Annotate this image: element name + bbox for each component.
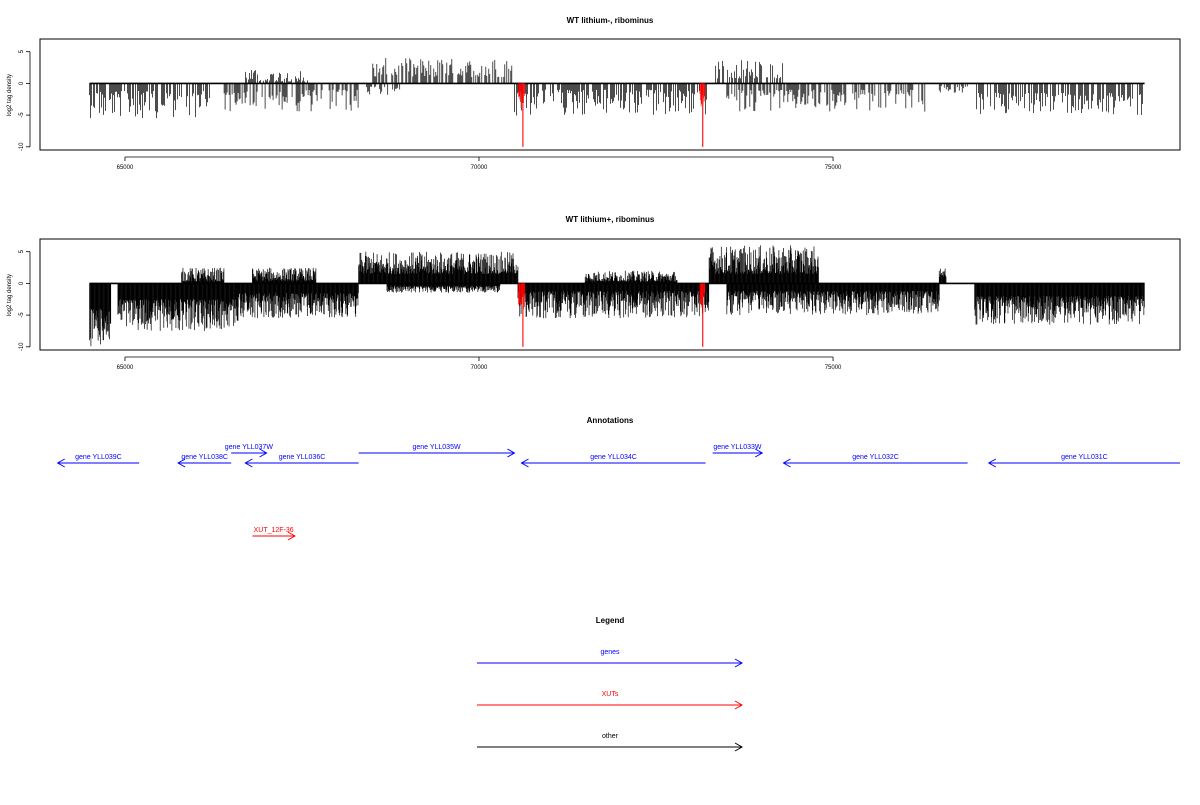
annotation-feature: gene YLL036C <box>244 454 359 468</box>
feature-arrow-head <box>56 458 65 468</box>
legend-arrow-head <box>734 700 744 710</box>
y-tick-label: 5 <box>19 249 25 253</box>
feature-label: gene YLL036C <box>279 454 326 461</box>
y-axis-label: log2 tag density <box>7 74 13 116</box>
y-axis: -10 -5 0 5 <box>19 49 31 151</box>
annotation-feature: gene YLL033W <box>712 444 764 458</box>
feature-arrow-head <box>287 531 296 541</box>
feature-label: gene YLL031C <box>1061 454 1108 461</box>
annotation-feature: gene YLL031C <box>987 454 1180 468</box>
legend-label: other <box>602 733 619 740</box>
feature-label: gene YLL037W <box>225 444 274 451</box>
y-tick-label: 0 <box>19 81 25 85</box>
x-axis: 65000 70000 75000 <box>117 356 842 371</box>
legend-item: other <box>477 733 744 752</box>
bar-group <box>89 245 1145 347</box>
bar-group <box>89 58 1145 147</box>
legend-title: Legend <box>596 616 625 625</box>
track-title: WT lithium+, ribominus <box>566 215 655 224</box>
y-tick-label: 0 <box>19 281 25 285</box>
plot-frame <box>39 38 1181 151</box>
x-axis: 65000 70000 75000 <box>117 156 842 171</box>
feature-arrow-head <box>754 448 764 458</box>
feature-arrow-head <box>782 458 791 468</box>
y-tick-label: -10 <box>19 142 25 151</box>
feature-arrow-head <box>177 458 186 468</box>
annotation-feature: gene YLL034C <box>520 454 706 468</box>
feature-arrow-head <box>259 448 268 458</box>
feature-label: gene YLL039C <box>75 454 122 461</box>
x-tick-label: 70000 <box>471 165 488 171</box>
feature-label: gene YLL038C <box>181 454 228 461</box>
legend-label: XUTs <box>602 691 619 698</box>
annotation-feature: gene YLL039C <box>56 454 140 468</box>
y-tick-label: -10 <box>19 342 25 351</box>
annotation-feature: XUT_12F-36 <box>252 527 296 541</box>
track-title: WT lithium-, ribominus <box>567 16 654 25</box>
annotation-feature: gene YLL032C <box>782 454 968 468</box>
feature-label: XUT_12F-36 <box>254 527 294 534</box>
feature-label: gene YLL034C <box>590 454 637 461</box>
x-tick-label: 65000 <box>117 365 134 371</box>
legend-arrow-head <box>734 742 744 752</box>
feature-arrow-head <box>244 458 253 468</box>
annotation-features: gene YLL039C gene YLL038C gene YLL037W gene… <box>56 444 1180 541</box>
track-panel-lithium-plus: WT lithium+, ribominus log2 tag density … <box>7 215 1181 371</box>
feature-label: gene YLL035W <box>412 444 461 451</box>
y-tick-label: 5 <box>19 49 25 53</box>
feature-arrow-head <box>520 458 529 468</box>
y-tick-label: -5 <box>19 112 25 118</box>
annotation-feature: gene YLL038C <box>177 454 232 468</box>
plot-frame <box>39 238 1181 351</box>
feature-arrow-head <box>987 458 997 468</box>
feature-label: gene YLL032C <box>852 454 899 461</box>
annotations-title: Annotations <box>587 416 634 425</box>
feature-arrow-head <box>507 448 516 458</box>
y-axis: -10 -5 0 5 <box>19 249 31 351</box>
y-axis-label: log2 tag density <box>7 274 13 316</box>
legend-label: genes <box>600 649 620 656</box>
x-tick-label: 75000 <box>825 165 842 171</box>
annotations-panel: Annotations gene YLL039C gene YLL038Cgene… <box>56 416 1180 541</box>
track-panel-lithium-minus: WT lithium-, ribominus log2 tag density … <box>7 16 1181 171</box>
x-tick-label: 70000 <box>471 365 488 371</box>
legend-item: XUTs <box>477 691 744 710</box>
feature-label: gene YLL033W <box>713 444 762 451</box>
annotation-feature: gene YLL037W <box>225 444 274 458</box>
annotation-feature: gene YLL035W <box>358 444 516 458</box>
y-tick-label: -5 <box>19 312 25 318</box>
legend-arrow-head <box>734 658 744 668</box>
x-tick-label: 65000 <box>117 165 134 171</box>
legend-item: genes <box>477 649 744 668</box>
x-tick-label: 75000 <box>825 365 842 371</box>
legend-items: genes XUTs other <box>477 649 744 752</box>
legend: Legend genes XUTs other <box>477 616 744 752</box>
